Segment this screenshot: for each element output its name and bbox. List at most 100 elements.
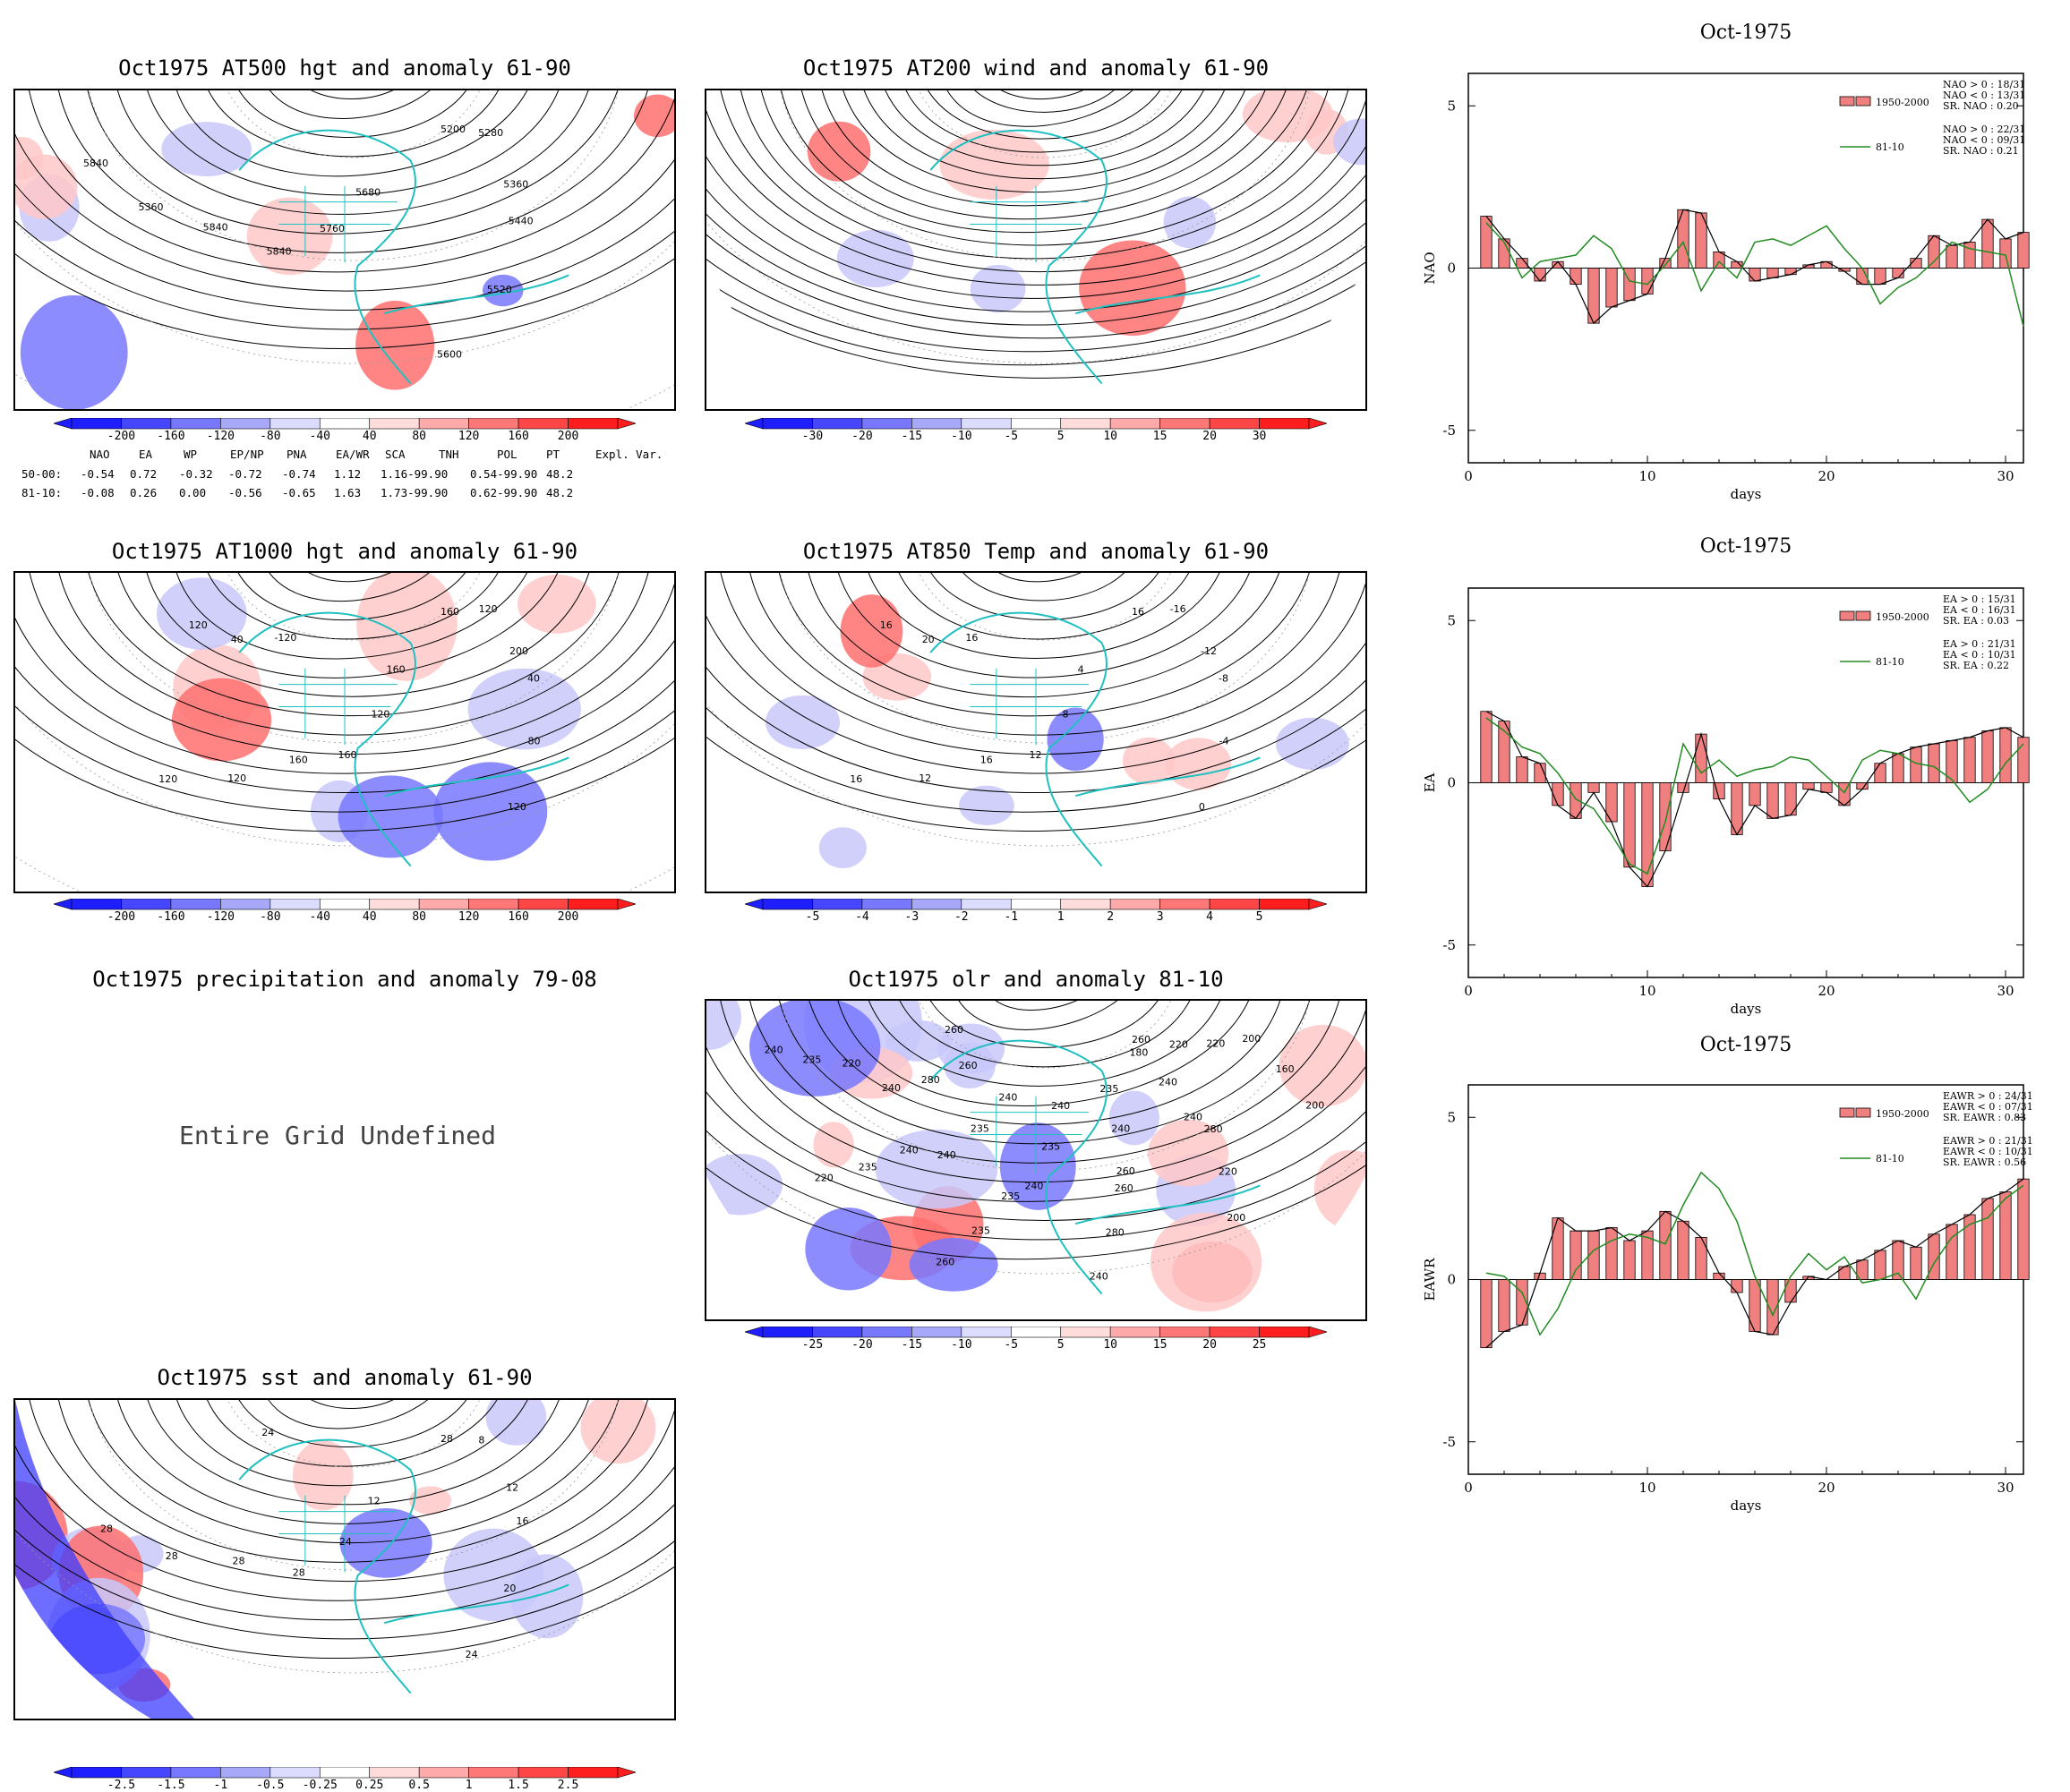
legend-bar-swatch	[1855, 610, 1871, 621]
y-axis-label: EA	[1422, 772, 1438, 792]
bar	[1659, 1210, 1672, 1280]
anomaly-shading	[1313, 1149, 1365, 1230]
colorbar-tick-label: 1	[1056, 910, 1065, 924]
bar	[1623, 782, 1636, 868]
x-tick-label: 0	[1464, 983, 1473, 999]
contour-label: 120	[508, 801, 526, 813]
anomaly-shading	[999, 1122, 1076, 1210]
colorbar-swatch	[911, 418, 962, 430]
bar	[1838, 1266, 1851, 1280]
x-tick-label: 0	[1464, 468, 1473, 484]
coastline	[929, 129, 1261, 385]
index-row-label: 50-00:	[21, 467, 63, 481]
contour-line	[775, 90, 1314, 234]
contour-label: 160	[1276, 1063, 1295, 1075]
map-title-sst: Oct1975 sst and anomaly 61-90	[157, 1365, 533, 1390]
colorbar-tick-label: -80	[260, 430, 281, 443]
colorbar-swatch	[961, 1327, 1012, 1338]
anomaly-shading	[805, 1207, 892, 1291]
index-header: EP/NP	[230, 448, 264, 461]
anomaly-shading	[1275, 717, 1349, 770]
map-title-at1000: Oct1975 AT1000 hgt and anomaly 61-90	[111, 539, 578, 564]
colorbar-tick-label: -5	[1004, 1338, 1019, 1352]
colorbar-tick-label: 120	[458, 430, 480, 443]
colorbar-at500: -200 -160 -120 -80 -40 40 80 120 160 200	[54, 418, 636, 454]
y-axis-label: NAO	[1422, 252, 1438, 284]
contour-line	[208, 90, 499, 158]
colorbar-tick-label: -2.5	[107, 1779, 136, 1792]
index-header: PNA	[287, 448, 307, 461]
colorbar-swatch	[170, 418, 221, 430]
colorbar-swatch	[170, 1767, 221, 1779]
contour-line	[715, 573, 1365, 755]
index-value: -0.72	[228, 467, 262, 481]
anomaly-shading	[1108, 1090, 1159, 1146]
index-value: -0.74	[282, 467, 316, 481]
colorbar-tick-label: -20	[851, 1338, 873, 1352]
index-value: -0.65	[282, 486, 316, 499]
contour-label: 220	[842, 1058, 860, 1070]
colorbar-swatch	[1060, 418, 1111, 430]
colorbar-tick-label: 40	[362, 910, 377, 924]
bar	[1659, 782, 1672, 852]
contour-label: 16	[1132, 606, 1144, 618]
contour-line	[286, 1400, 422, 1409]
bar	[1498, 1279, 1510, 1332]
legend-stat: EA < 0 : 10/31	[1943, 649, 2016, 661]
x-tick-label: 20	[1818, 983, 1835, 999]
contour-label: 28	[166, 1550, 178, 1562]
bar	[1552, 782, 1564, 806]
anomaly-shading	[748, 1001, 881, 1097]
colorbar-swatch	[468, 899, 519, 910]
contour-label: 260	[959, 1060, 978, 1071]
contour-label: 5840	[267, 245, 292, 257]
anomaly-shading	[706, 1001, 741, 1050]
colorbar-sst: -2.5 -1.5 -1 -0.5 -0.25 0.25 0.5 1 1.5 2.5	[54, 1767, 636, 1792]
anomaly-shading	[482, 274, 524, 307]
colorbar-tick-label: -1.5	[157, 1779, 185, 1792]
contour-label: 5280	[478, 127, 503, 139]
index-value: 1.73-99.90	[381, 486, 449, 499]
colorbar-arrow-high	[1308, 418, 1327, 430]
series-line-81-10	[1485, 717, 2024, 875]
index-value: 1.12	[334, 467, 362, 481]
contour-line	[117, 573, 590, 697]
index-header: EA/WR	[336, 448, 370, 461]
bar	[1802, 782, 1815, 790]
contour-line	[58, 573, 649, 736]
x-tick-label: 10	[1638, 468, 1655, 484]
index-row-label: 81-10:	[21, 486, 63, 499]
colorbar-swatch	[220, 899, 271, 910]
anomaly-shading	[246, 197, 333, 276]
colorbar-swatch	[1159, 1327, 1210, 1338]
map-panel-at1000: 160 120 200 40 80 120 160 120 160 160 120 120 -120 40…	[13, 571, 676, 893]
contour-line	[706, 90, 1365, 312]
index-header: Expl. Var.	[595, 448, 663, 461]
bar	[1480, 216, 1493, 269]
bar	[1963, 737, 1976, 783]
colorbar-tick-label: -25	[801, 1338, 824, 1352]
contour-line	[15, 617, 674, 774]
contour-label: 120	[158, 773, 177, 785]
colorbar-arrow-low	[745, 899, 764, 910]
colorbar-tick-label: 30	[1252, 430, 1267, 443]
legend-stat: SR. NAO : 0.20	[1943, 100, 2019, 112]
contour-label: 16	[850, 773, 862, 785]
contour-label: 5840	[203, 222, 228, 234]
contour-line	[706, 90, 1365, 286]
colorbar-tick-label: 160	[508, 430, 529, 443]
contour-line	[877, 90, 1213, 166]
colorbar-tick-label: 160	[508, 910, 529, 924]
contour-label: 12	[506, 1482, 518, 1494]
colorbar-tick-label: 20	[1202, 1338, 1217, 1352]
contour-line	[715, 1001, 1365, 1183]
index-header: NAO	[90, 448, 110, 461]
contour-label: 280	[921, 1074, 940, 1086]
colorbar-swatch	[418, 899, 469, 910]
anomaly-shading	[939, 129, 1049, 200]
contour-label: 5600	[437, 349, 462, 361]
contour-line	[896, 90, 1193, 153]
bar	[1731, 260, 1743, 269]
legend-bar-swatch	[1839, 1107, 1855, 1118]
colorbar-tick-label: 40	[362, 430, 377, 443]
